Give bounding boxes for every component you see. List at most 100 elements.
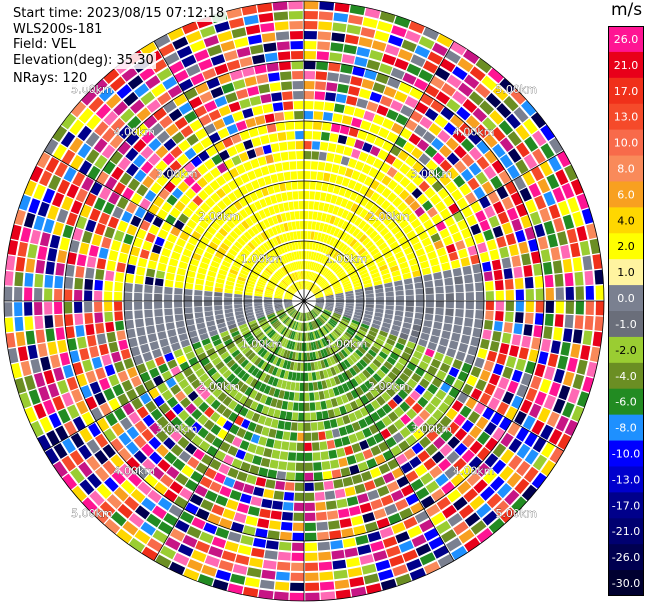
range-gate — [405, 168, 418, 181]
range-gate — [405, 295, 414, 301]
range-gate — [534, 313, 544, 326]
range-gate — [33, 184, 46, 200]
range-gate — [425, 173, 438, 186]
range-gate — [284, 301, 293, 304]
range-gate — [69, 350, 80, 364]
range-gate — [279, 314, 287, 320]
range-gate — [260, 22, 275, 33]
range-gate — [104, 226, 116, 239]
range-gate — [252, 327, 261, 334]
range-gate — [543, 261, 553, 275]
range-gate — [394, 251, 405, 260]
range-gate — [521, 335, 532, 348]
range-gate — [175, 320, 185, 328]
range-gate — [355, 297, 364, 301]
range-gate — [294, 482, 304, 491]
range-gate — [247, 352, 256, 361]
range-gate — [10, 224, 22, 241]
range-gate — [483, 229, 494, 241]
range-gate — [313, 201, 320, 211]
range-gate — [147, 260, 157, 270]
range-gate — [264, 306, 273, 310]
range-gate — [208, 265, 218, 273]
range-gate — [203, 419, 215, 431]
range-gate — [436, 344, 447, 355]
range-gate — [232, 79, 246, 90]
range-gate — [274, 272, 282, 280]
range-gate — [435, 286, 444, 294]
range-gate — [524, 136, 539, 152]
range-gate — [113, 487, 129, 502]
range-gate — [259, 579, 275, 590]
range-gate — [206, 77, 220, 90]
range-gate — [155, 270, 165, 279]
range-gate — [226, 234, 236, 244]
range-gate — [485, 291, 494, 301]
range-gate — [270, 262, 278, 270]
range-gate — [347, 158, 358, 169]
range-gate — [448, 366, 460, 378]
range-gate — [47, 383, 60, 398]
range-gate — [128, 472, 143, 487]
range-gate — [294, 121, 304, 130]
range-gate — [361, 223, 371, 233]
range-gate — [284, 265, 290, 274]
range-gate — [385, 204, 396, 215]
range-gate — [393, 320, 402, 327]
range-gate — [204, 296, 213, 301]
range-gate — [61, 392, 74, 407]
range-gate — [270, 398, 278, 408]
range-gate — [176, 238, 187, 248]
range-gate — [357, 544, 372, 556]
range-gate — [392, 394, 403, 405]
range-gate — [219, 380, 230, 391]
range-gate — [459, 183, 472, 196]
range-gate — [203, 342, 214, 351]
range-gate — [350, 214, 359, 224]
range-gate — [359, 185, 369, 196]
range-gate — [49, 234, 61, 249]
range-gate — [124, 310, 133, 320]
range-gate — [55, 262, 65, 276]
range-gate — [207, 513, 221, 526]
range-gate — [359, 554, 374, 565]
range-gate — [539, 161, 553, 177]
range-gate — [414, 206, 425, 218]
range-gate — [317, 541, 331, 551]
range-gate — [164, 451, 177, 465]
range-gate — [375, 256, 384, 264]
range-gate — [304, 131, 313, 140]
range-gate — [274, 303, 283, 306]
range-gate — [117, 370, 129, 383]
range-gate — [319, 339, 325, 348]
range-gate — [146, 513, 162, 528]
range-gate — [495, 301, 504, 311]
range-gate — [95, 367, 107, 380]
range-gate — [293, 251, 298, 260]
range-gate — [505, 301, 514, 312]
range-gate — [247, 317, 256, 323]
elevation-label: Elevation(deg): 35.30 — [11, 53, 156, 69]
range-gate — [297, 281, 301, 290]
range-gate — [198, 219, 209, 230]
range-gate — [218, 105, 231, 117]
range-gate — [313, 308, 320, 315]
range-gate — [125, 273, 134, 283]
range-gate — [263, 218, 271, 228]
range-gate — [276, 257, 283, 266]
range-gate — [561, 183, 575, 199]
range-gate — [168, 561, 186, 576]
range-gate — [104, 301, 113, 312]
range-gate — [419, 436, 432, 449]
range-gate — [264, 307, 274, 312]
range-gate — [276, 41, 290, 51]
range-gate — [144, 309, 153, 318]
range-gate — [412, 350, 423, 360]
range-gate — [335, 175, 344, 185]
range-gate — [446, 74, 462, 89]
range-gate — [543, 394, 557, 410]
range-gate — [154, 236, 165, 247]
range-gate — [467, 177, 480, 191]
range-gate — [312, 286, 319, 293]
range-gate — [227, 272, 237, 279]
